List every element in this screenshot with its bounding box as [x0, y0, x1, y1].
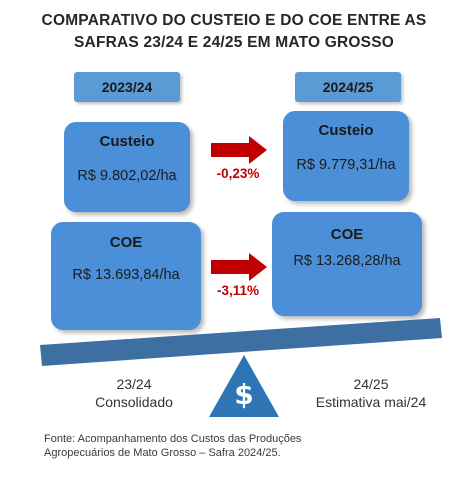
coe-label-left: COE: [109, 234, 143, 251]
year-tag-right: 2024/25: [295, 72, 401, 102]
year-tag-left: 2023/24: [74, 72, 180, 102]
chart-title: COMPARATIVO DO CUSTEIO E DO COE ENTRE AS…: [0, 10, 468, 54]
custeio-label-left: Custeio: [99, 133, 155, 150]
coe-box-left: COE R$ 13.693,84/ha: [51, 222, 201, 330]
coe-value-right: R$ 13.268,28/ha: [293, 253, 401, 269]
title-line-1: COMPARATIVO DO CUSTEIO E DO COE ENTRE AS: [41, 12, 427, 29]
coe-label-right: COE: [330, 226, 364, 243]
custeio-box-left: Custeio R$ 9.802,02/ha: [64, 122, 190, 212]
right-footer-label: 24/25 Estimativa mai/24: [296, 375, 446, 411]
balance-beam: [40, 318, 442, 366]
right-footer-line-1: 24/25: [353, 376, 389, 392]
dollar-icon: $: [234, 378, 254, 411]
right-footer-line-2: Estimativa mai/24: [315, 394, 427, 410]
custeio-box-right: Custeio R$ 9.779,31/ha: [283, 111, 409, 201]
custeio-change: -0,23%: [216, 166, 260, 181]
title-line-2: SAFRAS 23/24 E 24/25 EM MATO GROSSO: [74, 34, 394, 51]
source-note: Fonte: Acompanhamento dos Custos das Pro…: [44, 432, 444, 460]
fulcrum-triangle: [209, 355, 279, 417]
left-footer-line-2: Consolidado: [95, 394, 173, 410]
left-footer-label: 23/24 Consolidado: [84, 375, 184, 411]
custeio-value-left: R$ 9.802,02/ha: [77, 168, 177, 184]
custeio-arrow-icon: [211, 136, 267, 164]
coe-box-right: COE R$ 13.268,28/ha: [272, 212, 422, 316]
custeio-value-right: R$ 9.779,31/ha: [296, 157, 396, 173]
source-line-1: Fonte: Acompanhamento dos Custos das Pro…: [44, 433, 302, 445]
source-line-2: Agropecuários de Mato Grosso – Safra 202…: [44, 447, 281, 459]
coe-change: -3,11%: [216, 283, 260, 298]
coe-arrow-icon: [211, 253, 267, 281]
custeio-label-right: Custeio: [318, 122, 374, 139]
left-footer-line-1: 23/24: [116, 376, 152, 392]
coe-value-left: R$ 13.693,84/ha: [72, 267, 180, 283]
